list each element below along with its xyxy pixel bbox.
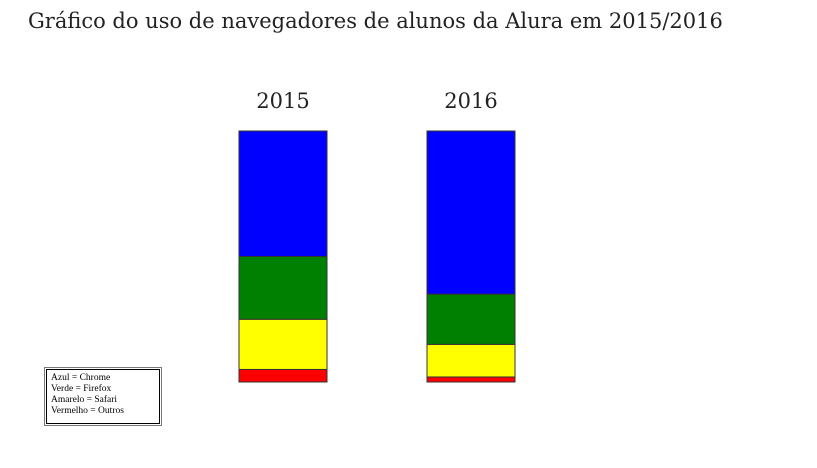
bar-2015-firefox	[238, 256, 328, 320]
legend-item-firefox: Verde = Firefox	[51, 384, 112, 394]
category-label-2016: 2016	[444, 89, 497, 113]
legend-item-chrome: Azul = Chrome	[51, 373, 111, 383]
legend-item-safari: Amarelo = Safari	[51, 395, 118, 405]
category-label-2015: 2015	[256, 89, 309, 113]
bar-2016-outros	[426, 376, 516, 383]
bar-2016-safari	[426, 343, 516, 378]
bar-2016-firefox	[426, 293, 516, 345]
legend: Azul = Chrome Verde = Firefox Amarelo = …	[44, 367, 162, 426]
chart-title: Gráfico do uso de navegadores de alunos …	[28, 9, 723, 33]
bar-2015-chrome	[238, 130, 328, 257]
bar-2016-chrome	[426, 130, 516, 295]
bar-2015-safari	[238, 318, 328, 370]
bar-2015-outros	[238, 368, 328, 383]
legend-item-outros: Vermelho = Outros	[51, 406, 124, 416]
